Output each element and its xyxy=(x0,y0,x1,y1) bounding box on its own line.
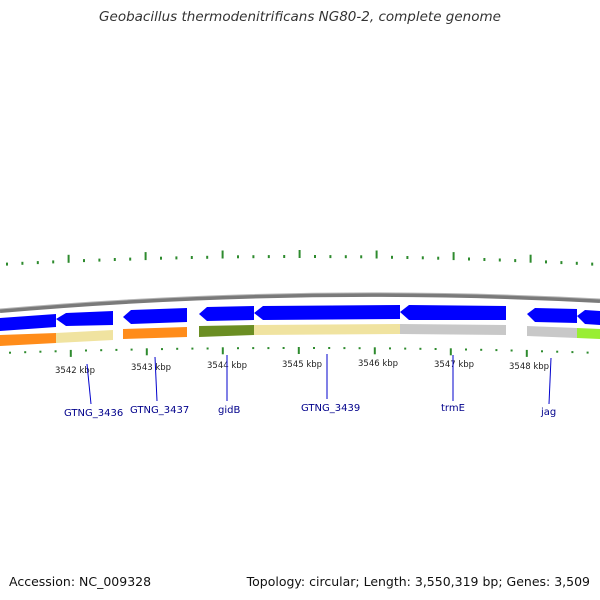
gene-block-next-lime xyxy=(577,328,600,339)
gene-arrow-3437[interactable] xyxy=(123,308,187,324)
leader-jag xyxy=(548,357,552,405)
gene-label-jag[interactable]: jag xyxy=(540,407,556,418)
leader-gtng-3437 xyxy=(154,356,158,402)
gene-leaders xyxy=(86,354,552,405)
gene-block-3437-orange xyxy=(123,327,187,339)
gene-arrow-trme[interactable] xyxy=(400,305,506,320)
inner-tick-ring xyxy=(9,347,589,357)
scale-label-3545: 3545 kbp xyxy=(282,360,322,370)
genome-title: Geobacillus thermodenitrificans NG80-2, … xyxy=(99,9,501,25)
gene-label-trme[interactable]: trmE xyxy=(441,403,465,414)
gene-arrow-3436a[interactable] xyxy=(0,314,56,331)
gene-block-3436-orange xyxy=(0,333,56,346)
scale-label-3546: 3546 kbp xyxy=(358,359,398,369)
accession-label: Accession: NC_009328 xyxy=(9,574,152,589)
leader-gtng-3436 xyxy=(86,363,92,405)
scale-label-3547: 3547 kbp xyxy=(434,360,474,370)
gene-labels: GTNG_3436 GTNG_3437 gidB GTNG_3439 trmE … xyxy=(64,403,556,419)
gene-arrow-gidb[interactable] xyxy=(199,306,254,321)
scale-label-3548: 3548 kbp xyxy=(509,362,549,372)
gene-arrow-next[interactable] xyxy=(577,310,600,325)
gene-arrow-3439[interactable] xyxy=(254,305,400,320)
function-track xyxy=(0,324,600,346)
gene-block-3436-tan xyxy=(56,330,113,343)
gene-label-gidb[interactable]: gidB xyxy=(218,405,240,416)
gene-arrow-jag[interactable] xyxy=(527,308,577,323)
gene-block-jag-grey xyxy=(527,326,577,338)
gene-block-gidb-green xyxy=(199,325,254,337)
scale-label-3542: 3542 kbp xyxy=(55,366,95,376)
gene-label-gtng-3437[interactable]: GTNG_3437 xyxy=(130,405,189,416)
genome-backbone xyxy=(0,292,600,313)
scale-labels: 3542 kbp 3543 kbp 3544 kbp 3545 kbp 3546… xyxy=(55,359,549,376)
gene-block-3439-tan xyxy=(254,324,400,335)
scale-label-3543: 3543 kbp xyxy=(131,363,171,373)
genome-backbone-highlight xyxy=(0,292,600,310)
gene-label-gtng-3436[interactable]: GTNG_3436 xyxy=(64,408,123,419)
gene-arrows xyxy=(0,305,600,331)
gene-arrow-3436b[interactable] xyxy=(56,311,113,326)
genome-summary: Topology: circular; Length: 3,550,319 bp… xyxy=(246,574,590,589)
gene-label-gtng-3439[interactable]: GTNG_3439 xyxy=(301,403,360,414)
outer-tick-ring xyxy=(6,250,594,266)
gene-block-trme-grey xyxy=(400,324,506,335)
